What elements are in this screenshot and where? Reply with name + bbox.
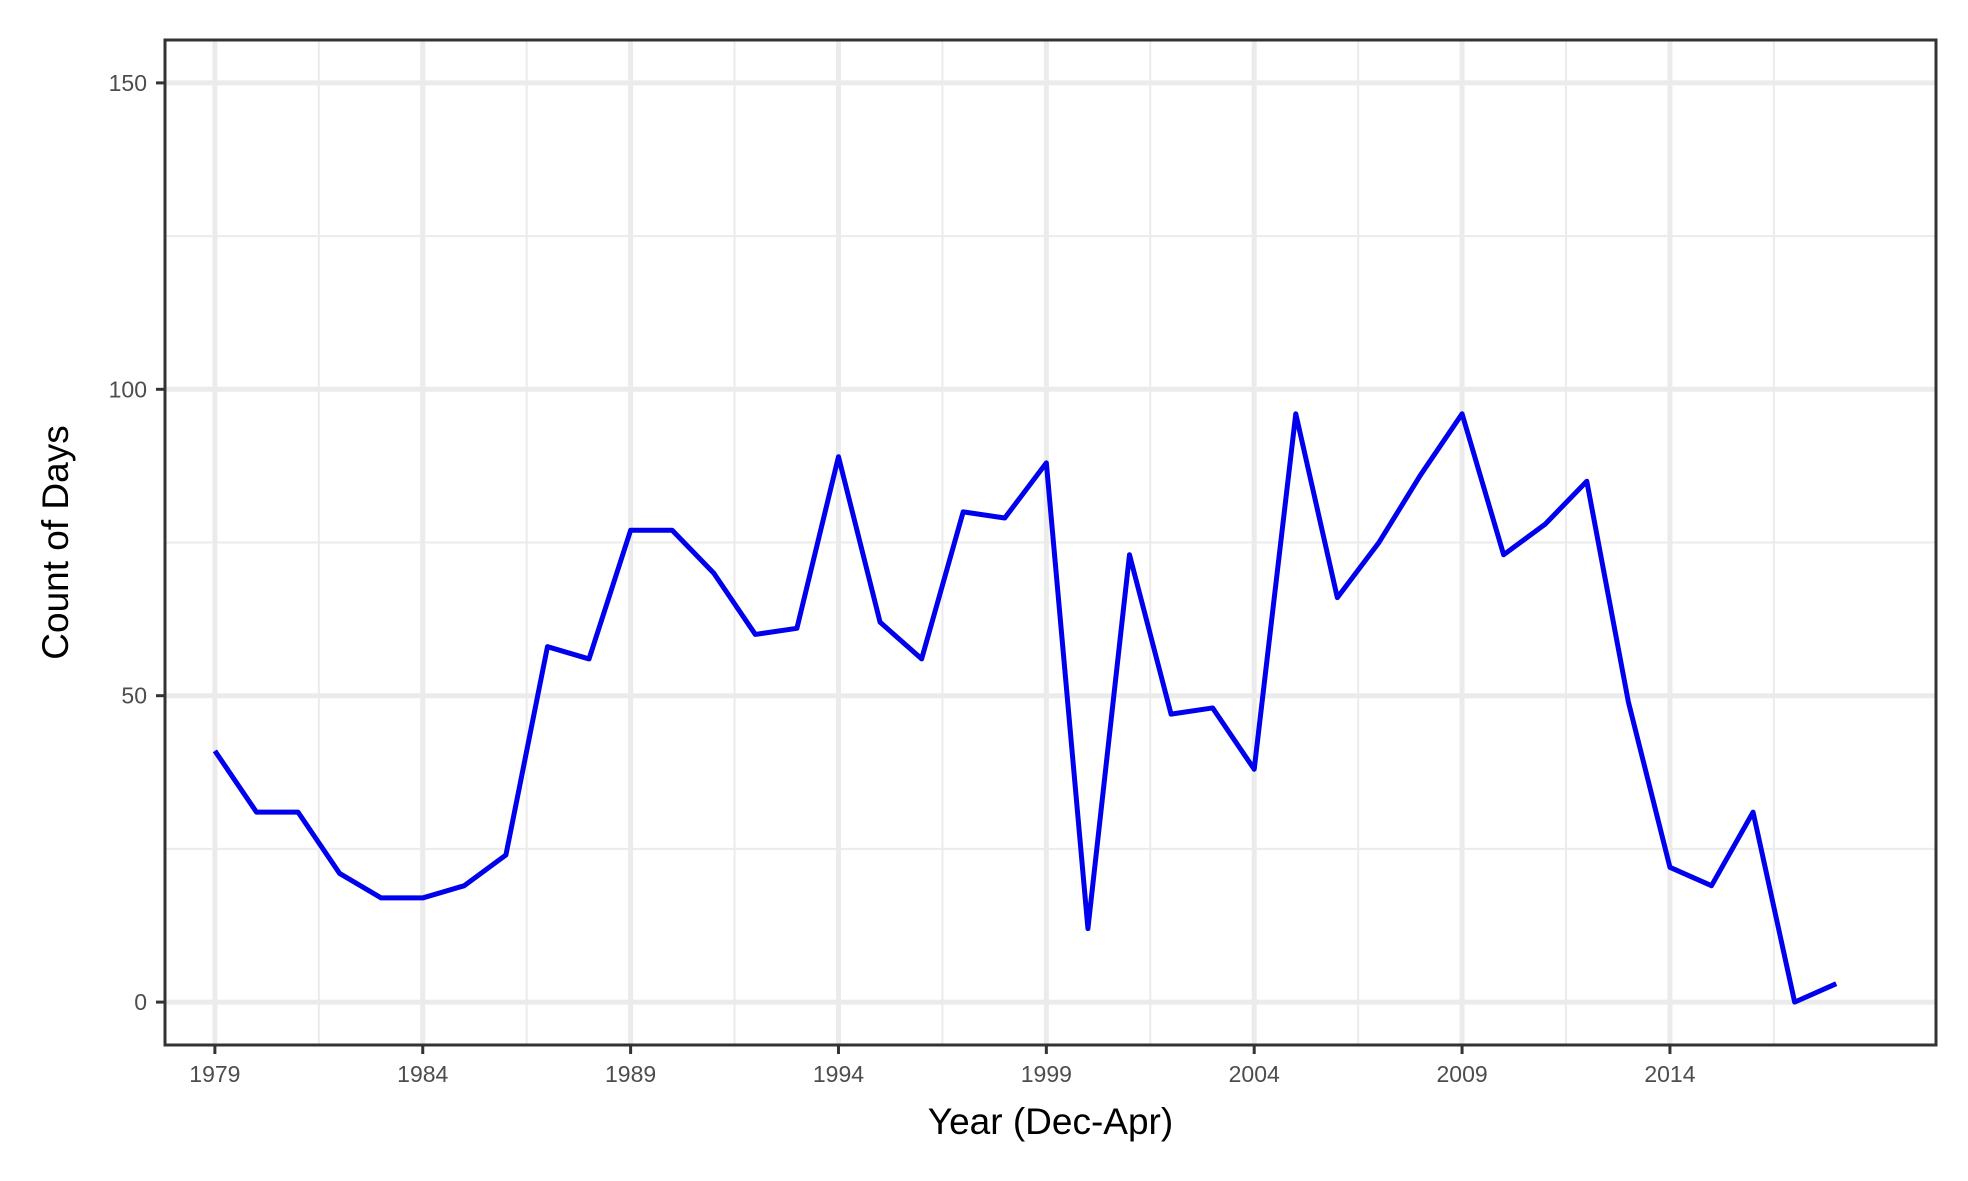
data-point <box>1709 883 1715 889</box>
data-point <box>295 809 301 815</box>
data-point <box>1501 552 1507 558</box>
data-point <box>1667 864 1673 870</box>
data-point <box>919 656 925 662</box>
major-gridlines <box>165 40 1936 1045</box>
x-tick-label: 2009 <box>1436 1061 1487 1087</box>
data-point <box>1750 809 1756 815</box>
data-point <box>1584 478 1590 484</box>
data-point <box>1210 705 1216 711</box>
data-point <box>628 527 634 533</box>
y-tick-label: 0 <box>134 989 147 1015</box>
data-point <box>212 748 218 754</box>
x-tick-label: 2014 <box>1644 1061 1695 1087</box>
data-point <box>1334 595 1340 601</box>
x-tick-label: 2004 <box>1229 1061 1280 1087</box>
data-point <box>461 883 467 889</box>
data-point <box>1168 711 1174 717</box>
y-tick-label: 150 <box>109 70 147 96</box>
data-point <box>1293 411 1299 417</box>
panel-border <box>163 38 1938 1047</box>
data-point <box>1376 540 1382 546</box>
data-point <box>1251 766 1257 772</box>
data-point <box>253 809 259 815</box>
data-point <box>1792 999 1798 1005</box>
data-point <box>1126 552 1132 558</box>
y-axis: 0 50 100 150 <box>109 70 165 1015</box>
data-point <box>877 619 883 625</box>
data-point <box>835 454 841 460</box>
data-point <box>960 509 966 515</box>
data-point <box>669 527 675 533</box>
y-tick-label: 100 <box>109 376 147 402</box>
data-point <box>1833 981 1839 987</box>
x-tick-label: 1989 <box>605 1061 656 1087</box>
data-point <box>1625 699 1631 705</box>
data-point <box>794 625 800 631</box>
x-tick-label: 1979 <box>189 1061 240 1087</box>
data-point <box>420 895 426 901</box>
x-axis-title: Year (Dec-Apr) <box>928 1101 1173 1142</box>
y-tick-label: 50 <box>121 683 147 709</box>
data-point <box>1417 472 1423 478</box>
data-point <box>544 644 550 650</box>
data-point <box>1085 926 1091 932</box>
data-point <box>1043 460 1049 466</box>
data-point <box>1459 411 1465 417</box>
x-tick-label: 1999 <box>1021 1061 1072 1087</box>
x-tick-label: 1994 <box>813 1061 864 1087</box>
x-tick-label: 1984 <box>397 1061 448 1087</box>
series-line <box>212 411 1838 1005</box>
data-point <box>378 895 384 901</box>
data-point <box>503 852 509 858</box>
minor-gridlines <box>165 40 1936 1045</box>
data-point <box>1542 521 1548 527</box>
data-point <box>1002 515 1008 521</box>
data-point <box>752 631 758 637</box>
y-axis-title: Count of Days <box>35 425 76 659</box>
data-point <box>711 570 717 576</box>
series-layer <box>212 411 1839 1005</box>
x-axis: 1979 1984 1989 1994 1999 2004 2009 2014 <box>189 1045 1696 1087</box>
data-point <box>337 870 343 876</box>
data-point <box>586 656 592 662</box>
